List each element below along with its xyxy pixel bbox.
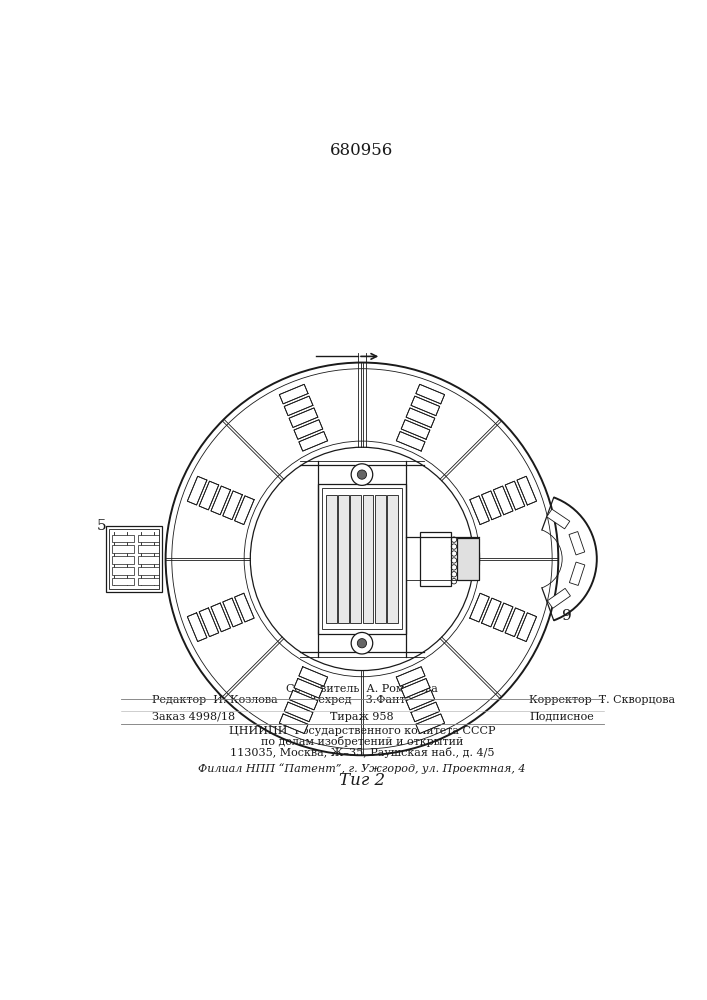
Polygon shape [199,608,218,637]
Polygon shape [289,408,318,427]
Text: Техред    3.Фанта: Техред 3.Фанта [311,695,413,705]
Polygon shape [299,432,327,451]
Text: Филиал НПП “Патент”, г. Ужгород, ул. Проектная, 4: Филиал НПП “Патент”, г. Ужгород, ул. Про… [198,763,526,774]
Text: 113035, Москва, Ж–35, Раушская наб., д. 4/5: 113035, Москва, Ж–35, Раушская наб., д. … [230,747,494,758]
Bar [322,488,402,629]
Text: Тираж 958: Тираж 958 [330,712,394,722]
Polygon shape [493,486,513,515]
Bar [112,535,134,542]
Bar [112,578,134,585]
Bar [339,495,349,623]
Polygon shape [211,603,230,632]
Bar [110,529,158,589]
Polygon shape [481,491,501,520]
Polygon shape [569,532,585,555]
Text: Τиг 2: Τиг 2 [339,772,385,789]
Polygon shape [517,476,537,505]
Polygon shape [506,481,525,510]
Bar [375,495,385,623]
Polygon shape [284,396,313,416]
Polygon shape [547,509,570,529]
Polygon shape [469,496,489,525]
Polygon shape [284,702,313,722]
Text: 680956: 680956 [330,142,394,159]
Circle shape [357,470,366,479]
Polygon shape [517,613,537,642]
Polygon shape [199,481,218,510]
Polygon shape [211,486,230,515]
Polygon shape [299,667,327,686]
Bar [112,567,134,575]
Bar [138,545,160,553]
Bar [317,484,407,634]
Text: Подписное: Подписное [529,712,594,722]
Circle shape [351,632,373,654]
Polygon shape [401,420,430,439]
Polygon shape [279,714,308,734]
Polygon shape [493,603,513,632]
Polygon shape [401,679,430,698]
Polygon shape [294,420,322,439]
Polygon shape [416,714,445,734]
Text: Заказ 4998/18: Заказ 4998/18 [152,712,235,722]
Text: Корректор  Т. Скворцова: Корректор Т. Скворцова [529,695,675,705]
Bar [138,535,160,542]
Polygon shape [569,562,585,585]
Polygon shape [187,613,207,642]
Polygon shape [506,608,525,637]
Polygon shape [547,588,571,608]
Bar [112,545,134,553]
Bar [326,495,337,623]
Polygon shape [223,598,243,627]
Polygon shape [187,476,207,505]
Circle shape [357,639,366,648]
Bar [112,556,134,564]
Polygon shape [235,496,254,525]
Polygon shape [411,396,440,416]
Polygon shape [279,384,308,404]
Text: по делам изобретений и открытий: по делам изобретений и открытий [261,736,463,747]
Text: Редактор  И. Козлова: Редактор И. Козлова [152,695,277,705]
Polygon shape [235,593,254,622]
Polygon shape [411,702,440,722]
Polygon shape [481,598,501,627]
Bar [138,567,160,575]
Polygon shape [469,593,489,622]
Bar [387,495,398,623]
Bar [106,526,162,592]
Polygon shape [406,408,435,427]
Bar [363,495,373,623]
Bar [457,538,479,580]
Text: Составитель  А. Романова: Составитель А. Романова [286,684,438,694]
Circle shape [351,464,373,485]
Polygon shape [223,491,243,520]
Text: ЦНИИПИ  Государственного комитета СССР: ЦНИИПИ Государственного комитета СССР [228,726,495,736]
Polygon shape [397,667,425,686]
Polygon shape [397,432,425,451]
Bar [420,532,451,586]
Polygon shape [406,690,435,710]
Polygon shape [289,690,318,710]
Circle shape [250,447,474,671]
Polygon shape [416,384,445,404]
Text: 9: 9 [562,609,572,624]
Circle shape [165,363,559,755]
Bar [138,578,160,585]
Bar [138,556,160,564]
Polygon shape [294,679,322,698]
Bar [351,495,361,623]
Text: 5: 5 [97,519,107,533]
